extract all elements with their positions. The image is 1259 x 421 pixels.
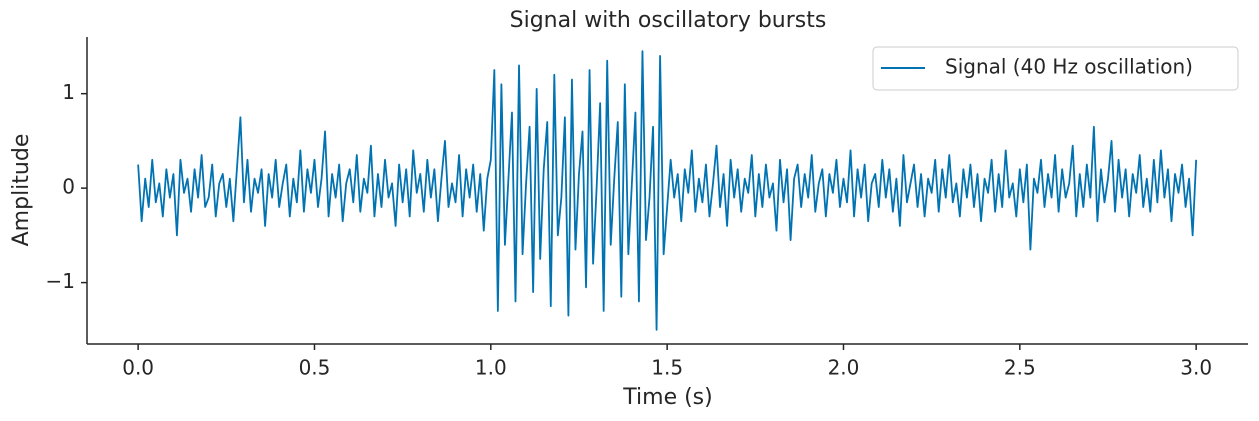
x-tick-label: 1.0 <box>475 356 507 380</box>
x-tick-label: 0.0 <box>122 356 154 380</box>
y-tick-label: 1 <box>62 80 75 104</box>
chart-title: Signal with oscillatory bursts <box>510 8 827 33</box>
legend-label: Signal (40 Hz oscillation) <box>945 55 1193 79</box>
y-axis-label: Amplitude <box>9 134 34 247</box>
x-tick-label: 0.5 <box>299 356 331 380</box>
y-tick-label: 0 <box>62 175 75 199</box>
x-tick-label: 2.5 <box>1004 356 1036 380</box>
signal-line <box>137 50 1198 331</box>
y-tick-label: −1 <box>46 269 75 293</box>
x-axis-label: Time (s) <box>622 385 712 410</box>
legend-box <box>872 46 1239 91</box>
x-tick-label: 2.0 <box>828 356 860 380</box>
x-tick-label: 3.0 <box>1180 356 1212 380</box>
x-tick-label: 1.5 <box>651 356 683 380</box>
